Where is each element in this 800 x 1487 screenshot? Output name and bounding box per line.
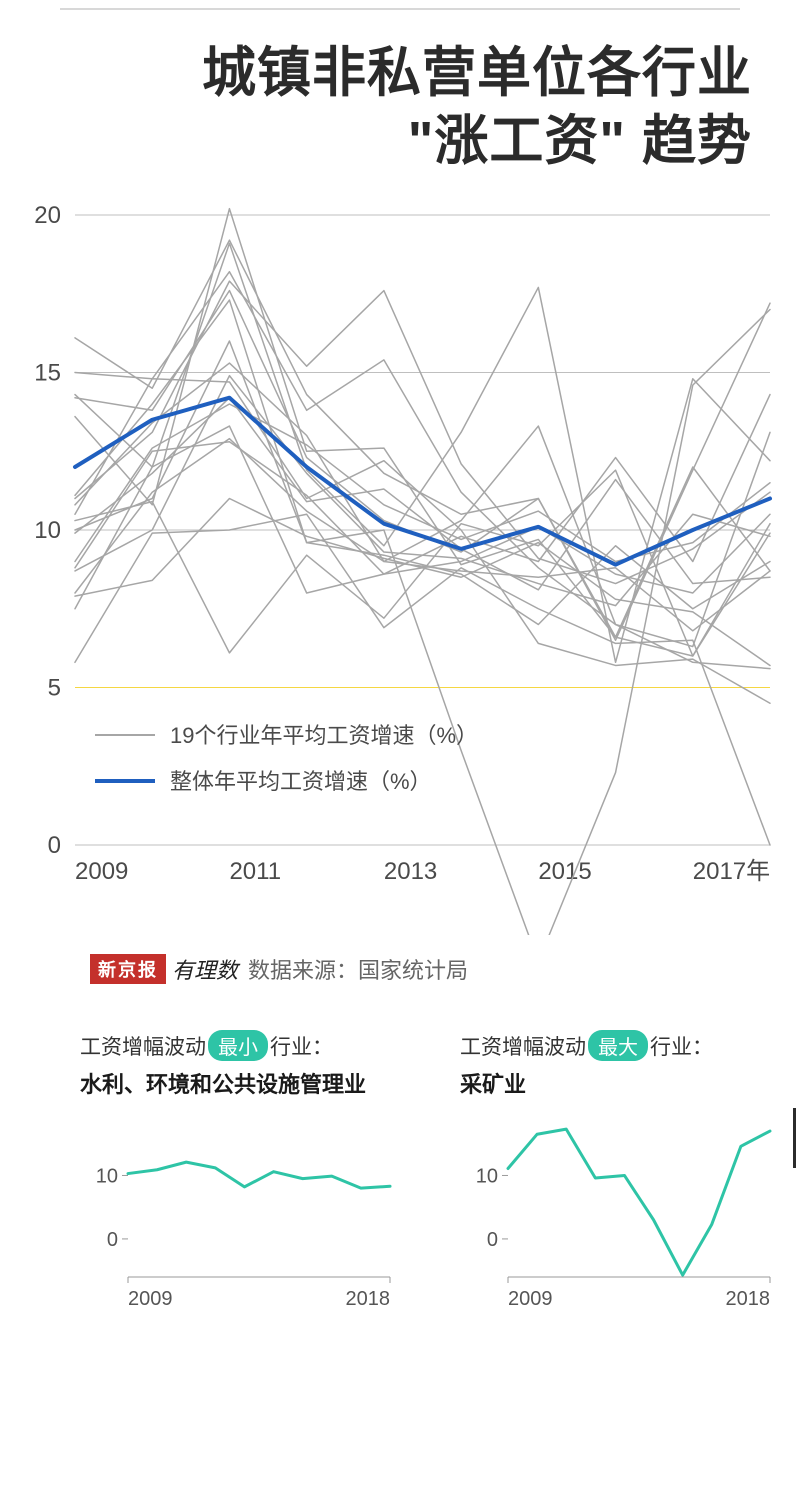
sub-right-svg: 0 10 2009 2018 [460,1107,780,1312]
sub-left-label: 工资增幅波动 最小 行业： [80,1030,400,1061]
title-line-2: "涨工资" 趋势 [60,108,752,176]
svg-text:15: 15 [34,360,61,387]
source-row: 新京报 有理数 数据来源：国家统计局 [90,953,740,985]
main-chart-svg: 0 5 10 15 20 2009 2011 2013 2015 2017年 19个行业年平均工资增… [0,205,800,935]
svg-text:10: 10 [476,1165,498,1187]
svg-text:2011: 2011 [229,858,281,885]
svg-text:0: 0 [107,1229,118,1251]
sub-right-industry: 采矿业 [460,1067,780,1099]
chart-title: 城镇非私营单位各行业 "涨工资" 趋势 [0,10,800,205]
svg-text:0: 0 [487,1229,498,1251]
sub-charts-row: 工资增幅波动 最小 行业： 水利、环境和公共设施管理业 01020092018 … [0,1030,800,1312]
svg-text:2013: 2013 [384,858,437,885]
svg-text:10: 10 [96,1165,118,1187]
sub-label-prefix: 工资增幅波动 [80,1031,206,1061]
sub-left-industry: 水利、环境和公共设施管理业 [80,1067,400,1099]
svg-text:5: 5 [48,675,61,702]
svg-text:2009: 2009 [128,1288,173,1310]
svg-text:2017年: 2017年 [693,858,770,885]
source-text: 数据来源：国家统计局 [248,953,468,985]
sub-left-svg: 0 10 2009 2018 [80,1107,400,1312]
right-edge-mark [793,1108,796,1168]
sub-right-label: 工资增幅波动 最大 行业： [460,1030,780,1061]
svg-text:0: 0 [48,832,61,859]
svg-text:2009: 2009 [75,858,128,885]
svg-text:2015: 2015 [538,858,591,885]
svg-text:20: 20 [34,205,61,229]
sub-label-prefix: 工资增幅波动 [460,1031,586,1061]
pill-max: 最大 [588,1030,648,1061]
svg-text:2018: 2018 [346,1288,391,1310]
svg-text:19个行业年平均工资增速（%）: 19个行业年平均工资增速（%） [170,723,478,748]
svg-text:2018: 2018 [726,1288,771,1310]
sub-chart-right: 工资增幅波动 最大 行业： 采矿业 0 10 2009 2018 [460,1030,780,1312]
source-badge-script: 有理数 [172,953,238,985]
sub-label-suffix: 行业： [650,1031,713,1061]
main-chart: 0 5 10 15 20 2009 2011 2013 2015 2017年 19个行业年平均工资增… [0,205,800,935]
sub-chart-left: 工资增幅波动 最小 行业： 水利、环境和公共设施管理业 0 10 2009 2018 [80,1030,400,1312]
pill-min: 最小 [208,1030,268,1061]
svg-text:2009: 2009 [508,1288,553,1310]
sub-label-suffix: 行业： [270,1031,333,1061]
svg-text:整体年平均工资增速（%）: 整体年平均工资增速（%） [170,769,432,794]
svg-text:10: 10 [34,517,61,544]
source-badge-red: 新京报 [90,954,166,984]
title-line-1: 城镇非私营单位各行业 [60,40,752,108]
